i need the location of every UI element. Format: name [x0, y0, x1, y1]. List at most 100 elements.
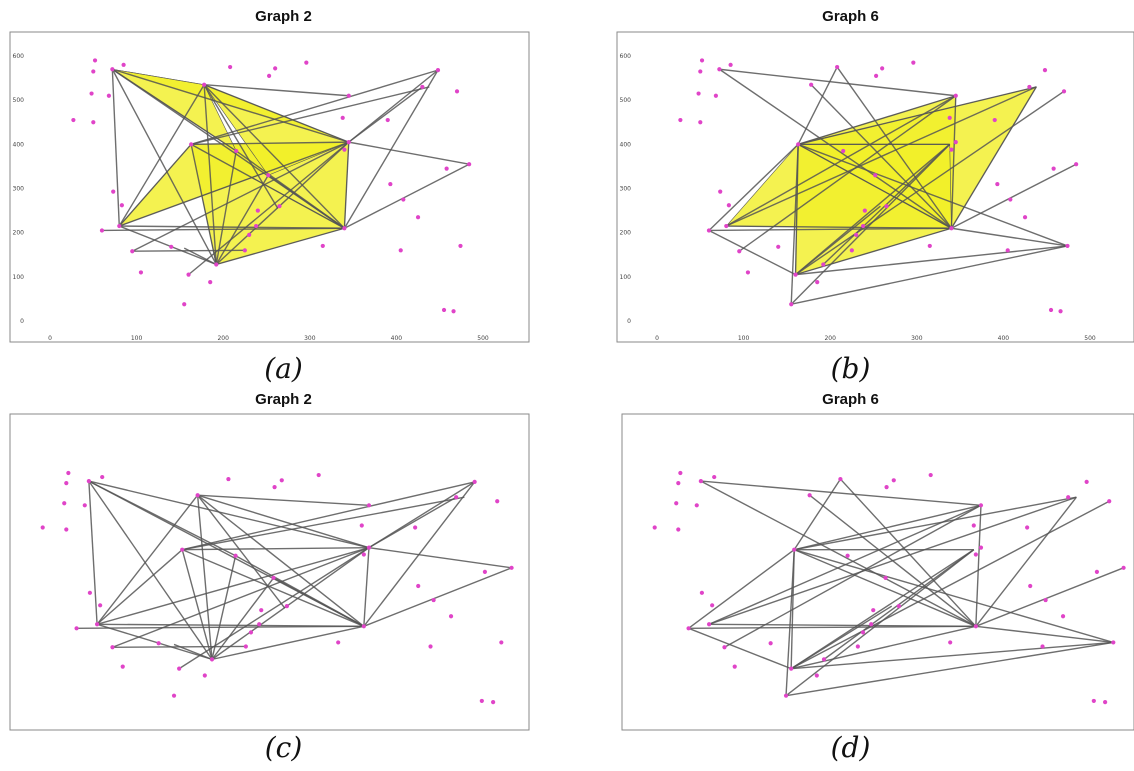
y-tick-label: 300 — [13, 186, 25, 193]
graph-edge — [119, 225, 217, 266]
graph-vertex — [706, 622, 712, 627]
x-tick-label: 0 — [655, 335, 659, 342]
graph-edge — [797, 66, 838, 145]
graph-edge — [215, 150, 237, 265]
graph-vertex — [776, 244, 781, 249]
graph-edge — [203, 84, 350, 143]
graph-edge — [708, 504, 982, 625]
graph-vertex — [694, 503, 699, 508]
graph-edge — [951, 227, 1068, 247]
graph-edge — [810, 84, 952, 229]
x-tick-label: 400 — [391, 335, 403, 342]
graph-edge — [795, 90, 1065, 276]
graph-edge — [178, 547, 370, 670]
graph-vertex — [953, 140, 958, 145]
plot-frame — [621, 413, 1134, 731]
x-tick-label: 300 — [911, 335, 923, 342]
graph-edge — [111, 69, 120, 227]
y-tick-label: 500 — [620, 97, 632, 104]
graph-edge — [111, 68, 217, 265]
panel-title: Graph 6 — [822, 391, 879, 408]
graph-edge — [797, 86, 1037, 146]
graph-vertex — [1048, 307, 1054, 313]
graph-edge — [790, 143, 951, 305]
graph-plot: 0 100 200 300 400 500 0 100 200 300 400 500 600 — [616, 31, 1134, 343]
graph-edge — [119, 225, 345, 229]
graph-vertex — [698, 69, 703, 74]
graph-vertex — [248, 630, 254, 635]
graph-vertex — [698, 479, 703, 484]
graph-vertex — [862, 208, 867, 213]
graph-vertex — [458, 243, 463, 249]
graph-edge — [273, 577, 365, 627]
graph-vertex — [186, 272, 191, 277]
graph-edge — [725, 95, 957, 227]
graph-edge — [363, 481, 476, 627]
graph-edge — [88, 480, 213, 660]
graph-vertex — [62, 501, 67, 506]
graph-edge — [797, 143, 952, 229]
graph-edge — [790, 549, 975, 670]
graph-vertex — [336, 640, 341, 645]
graph-vertex — [718, 189, 723, 194]
graph-vertex — [845, 553, 850, 558]
graph-vertex — [257, 622, 262, 627]
graph-vertex — [1103, 700, 1108, 705]
graph-edge — [975, 505, 982, 627]
graph-vertex — [89, 91, 94, 96]
graph-vertex — [869, 622, 874, 627]
graph-vertex — [233, 553, 238, 558]
graph-vertex — [1008, 197, 1013, 202]
graph-vertex — [361, 552, 366, 557]
graph-vertex — [340, 115, 345, 120]
graph-edge — [216, 227, 345, 266]
graph-vertex — [416, 583, 421, 589]
graph-vertex — [342, 147, 347, 152]
graph-edge — [190, 144, 217, 265]
graph-vertex — [1042, 68, 1048, 73]
graph-edge — [794, 504, 982, 551]
graph-vertex — [1058, 309, 1063, 314]
graph-vertex — [111, 189, 116, 194]
graph-vertex — [699, 58, 705, 63]
graph-vertex — [91, 69, 96, 74]
graph-vertex — [499, 640, 504, 645]
graph-vertex — [676, 481, 681, 486]
graph-vertex — [254, 223, 259, 229]
graph-vertex — [156, 641, 161, 646]
graph-vertex — [138, 270, 144, 275]
graph-edge — [797, 143, 1068, 247]
graph-vertex — [884, 204, 889, 209]
graph-vertex — [431, 597, 436, 603]
graph-edge — [96, 494, 199, 625]
graph-vertex — [884, 485, 889, 490]
graph-edge — [950, 95, 957, 229]
graph-edge — [343, 142, 350, 229]
x-tick-label: 400 — [998, 335, 1010, 342]
graph-edge — [131, 141, 350, 252]
graph-vertex — [891, 478, 896, 483]
graph-vertex — [171, 693, 177, 698]
graph-vertex — [814, 673, 819, 678]
graph-vertex — [821, 262, 826, 267]
graph-vertex — [509, 565, 514, 570]
graph-vertex — [413, 525, 418, 530]
y-tick-label: 100 — [620, 274, 632, 281]
graph-vertex — [271, 575, 276, 580]
graph-vertex — [388, 181, 393, 187]
graph-vertex — [807, 493, 812, 498]
graph-vertex — [98, 603, 103, 608]
graph-edge — [951, 163, 1077, 229]
graph-edge — [173, 643, 213, 661]
y-tick-label: 400 — [13, 141, 25, 148]
graph-vertex — [1028, 583, 1033, 589]
graph-vertex — [259, 608, 264, 613]
graph-edge — [348, 86, 423, 143]
graph-edge — [118, 84, 205, 227]
graph-vertex — [247, 232, 252, 237]
graph-vertex — [1027, 84, 1032, 90]
graph-vertex — [428, 644, 433, 649]
graph-vertex — [284, 604, 289, 609]
graph-vertex — [789, 302, 794, 307]
graph-vertex — [1091, 698, 1096, 704]
